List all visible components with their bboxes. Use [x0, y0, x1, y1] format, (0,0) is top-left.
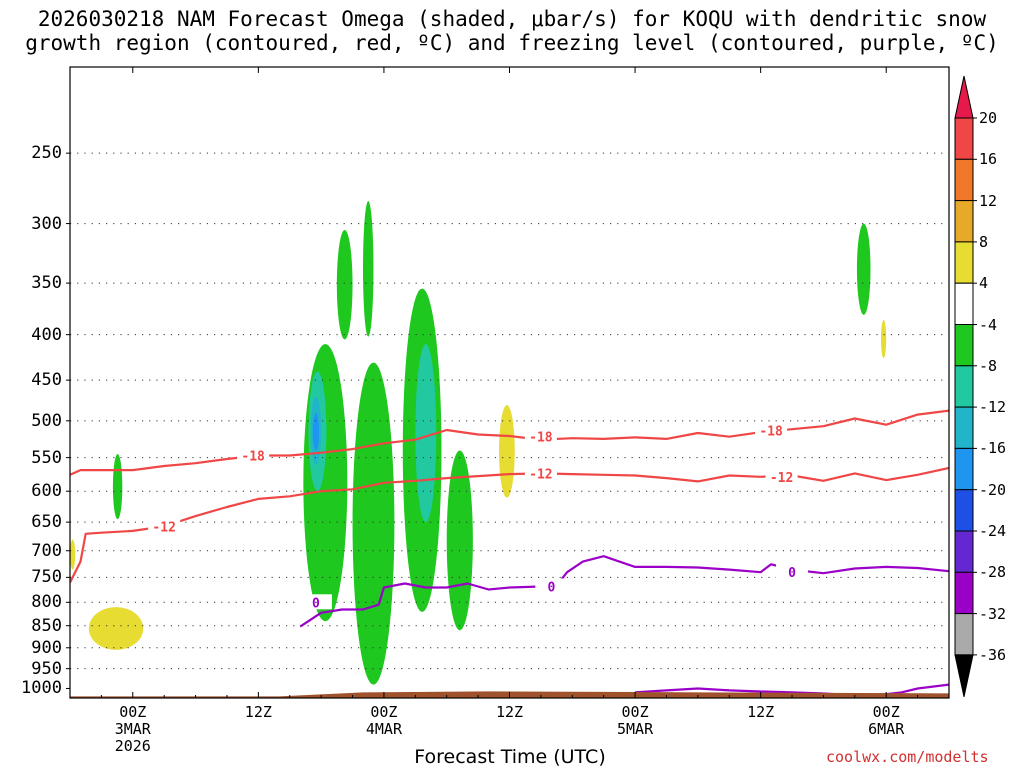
x-tick-label: 4MAR [365, 720, 402, 738]
y-tick-label-350: 350 [31, 273, 62, 294]
y-tick-label-250: 250 [31, 143, 62, 164]
contour-purple-2 [299, 555, 949, 628]
omega-shade-green-1 [303, 344, 348, 622]
contour-label-bg [524, 465, 557, 481]
omega-shade-yellow-15 [880, 319, 887, 359]
contour-label-red: -18 [529, 431, 553, 446]
colorbar-label--36: -36 [979, 645, 1007, 664]
colorbar-label--28: -28 [979, 563, 1007, 582]
colorbar-label--24: -24 [979, 522, 1007, 540]
colorbar-swatch-1 [954, 117, 974, 160]
plot-frame [69, 66, 950, 699]
colorbar-label--4: -4 [979, 315, 998, 334]
x-axis-title: Forecast Time (UTC) [414, 746, 606, 768]
contour-label-bg [237, 447, 270, 463]
colorbar-label-8: 8 [979, 232, 989, 251]
omega-shade-yellow-14 [499, 405, 515, 498]
chart-title-line-2: growth region (contoured, red, ºC) and f… [25, 31, 999, 55]
x-tick-label: 00Z [370, 703, 398, 721]
omega-shade-green-7 [856, 223, 871, 315]
y-tick-label-450: 450 [31, 370, 62, 391]
colorbar-swatch-2 [954, 158, 974, 202]
colorbar-bottom-triangle [954, 654, 974, 698]
contour-label-bg [148, 518, 181, 534]
contour-label-red: -18 [241, 450, 265, 465]
x-tick-label: 2026 [114, 737, 151, 755]
contour-red-0 [70, 409, 949, 476]
y-tick-label-850: 850 [31, 615, 62, 636]
omega-shade-yellow-12 [70, 539, 76, 570]
colorbar-swatch-3 [954, 200, 974, 243]
y-tick-label-750: 750 [31, 567, 62, 588]
chart-title-line-1: 2026030218 NAM Forecast Omega (shaded, μ… [37, 7, 987, 31]
colorbar-label--12: -12 [979, 398, 1007, 417]
omega-shade-green-2 [336, 229, 353, 340]
colorbar-label-4: 4 [979, 274, 989, 293]
x-tick-label: 12Z [495, 703, 524, 721]
contour-label-bg [524, 428, 557, 444]
contour-label-bg [765, 468, 798, 484]
colorbar-swatch-12 [954, 571, 974, 615]
y-tick-label-800: 800 [31, 592, 62, 613]
colorbar-label--20: -20 [979, 480, 1007, 499]
x-tick-label: 00Z [872, 703, 900, 721]
y-tick-label-1000: 1000 [21, 678, 62, 699]
colorbar-label--8: -8 [979, 356, 998, 375]
colorbar-swatch-13 [954, 613, 974, 656]
contour-label-red: -12 [529, 467, 552, 482]
colorbar-label-12: 12 [979, 191, 998, 210]
colorbar-swatch-4 [954, 241, 974, 284]
y-tick-label-650: 650 [31, 512, 62, 533]
omega-shade-yellow-13 [88, 607, 144, 650]
source-credit[interactable]: coolwx.com/modelts [826, 748, 989, 766]
y-tick-label-500: 500 [31, 410, 62, 431]
contour-label-purple: 0 [547, 581, 555, 596]
x-tick-label: 00Z [621, 703, 649, 721]
colorbar-swatch-11 [954, 530, 974, 573]
colorbar-label-16: 16 [979, 150, 998, 169]
y-tick-label-300: 300 [31, 213, 62, 234]
contour-label-red: -12 [770, 471, 793, 486]
colorbar-top-triangle [954, 75, 974, 119]
x-tick-label: 12Z [747, 703, 775, 721]
colorbar-swatch-6 [954, 324, 974, 367]
omega-shade-teal-9 [415, 344, 437, 523]
y-tick-label-550: 550 [31, 447, 62, 468]
y-tick-label-950: 950 [31, 658, 62, 679]
colorbar-swatch-9 [954, 447, 974, 491]
omega-shade-green-0 [112, 454, 123, 520]
colorbar-label-20: 20 [979, 109, 998, 127]
contour-label-red: -12 [152, 520, 175, 535]
contour-label-red: -18 [759, 425, 783, 440]
colorbar-swatch-10 [954, 489, 974, 532]
colorbar-swatch-5 [954, 282, 974, 326]
contour-label-bg [755, 422, 788, 438]
x-tick-label: 6MAR [868, 720, 905, 738]
x-tick-label: 12Z [244, 703, 272, 721]
contour-label-bg [776, 564, 809, 580]
y-tick-label-900: 900 [31, 637, 62, 658]
colorbar-label--32: -32 [979, 604, 1007, 623]
colorbar-swatch-7 [954, 365, 974, 408]
omega-shade-green-3 [363, 201, 374, 337]
y-tick-label-600: 600 [31, 481, 62, 502]
contour-label-purple: 0 [312, 596, 320, 611]
colorbar-label--16: -16 [979, 439, 1007, 458]
omega-shade-green-4 [352, 362, 395, 685]
x-tick-label: 00Z [119, 703, 147, 721]
x-tick-label: 5MAR [617, 720, 654, 738]
contour-label-bg [299, 594, 332, 610]
y-tick-label-700: 700 [31, 540, 62, 561]
contour-label-purple: 0 [788, 566, 796, 581]
x-tick-label: 3MAR [114, 720, 151, 738]
contour-label-bg [535, 578, 568, 594]
y-tick-label-400: 400 [31, 324, 62, 345]
colorbar-swatch-8 [954, 406, 974, 449]
omega-shade-blue-11 [312, 413, 320, 451]
